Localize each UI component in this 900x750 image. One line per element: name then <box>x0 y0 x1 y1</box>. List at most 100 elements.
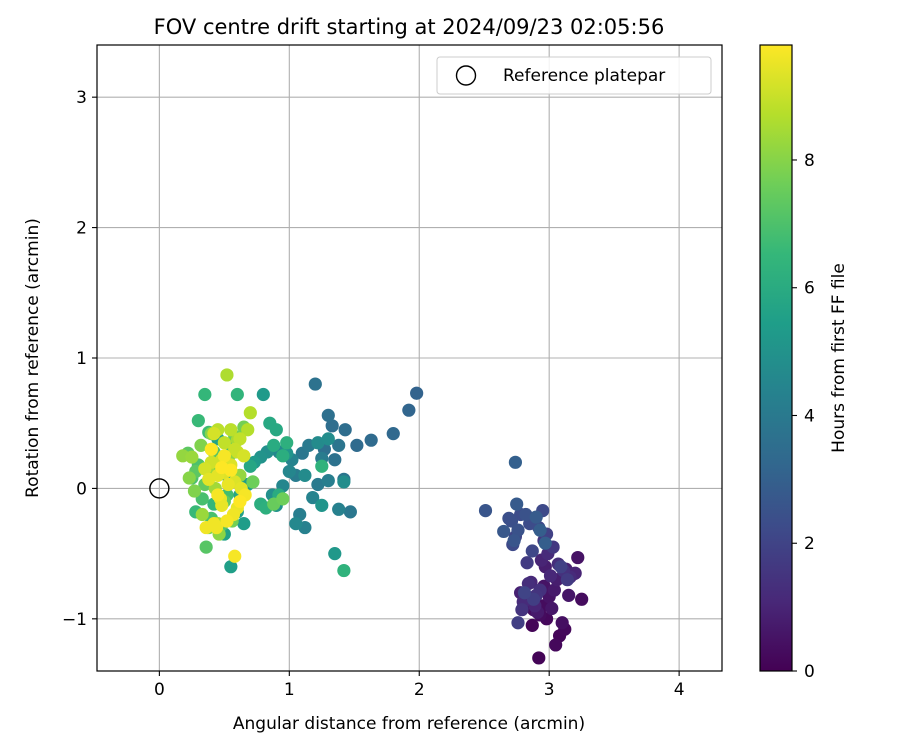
data-point <box>502 511 516 526</box>
data-point <box>241 423 255 437</box>
data-point <box>233 494 247 509</box>
x-tick-label: 0 <box>154 680 165 700</box>
data-point <box>215 460 229 475</box>
colorbar-bar <box>759 44 793 672</box>
data-point <box>199 520 213 535</box>
data-point <box>560 573 574 587</box>
data-point <box>199 540 213 554</box>
data-point <box>328 453 342 467</box>
data-point <box>549 638 563 652</box>
data-point <box>526 592 541 606</box>
data-point <box>321 408 335 422</box>
data-point <box>298 468 312 482</box>
data-point <box>507 533 521 548</box>
data-point <box>525 544 539 558</box>
y-axis-ticks: −1 0 1 2 3 <box>62 88 97 630</box>
data-point <box>562 588 576 602</box>
y-tick-label: 1 <box>76 349 87 369</box>
data-point <box>571 550 585 565</box>
data-point <box>280 436 294 450</box>
x-tick-label: 3 <box>544 680 555 700</box>
data-point <box>311 477 325 492</box>
data-point <box>510 497 524 511</box>
data-point <box>538 536 552 550</box>
data-point <box>511 616 525 630</box>
data-point <box>211 488 225 502</box>
data-point <box>224 560 238 574</box>
data-point <box>337 475 351 489</box>
x-tick-label: 1 <box>284 680 295 700</box>
legend-marker-icon <box>455 65 477 86</box>
data-point <box>410 386 424 400</box>
data-point <box>204 442 218 456</box>
data-point <box>350 438 364 452</box>
data-point <box>532 651 546 665</box>
data-point <box>545 601 559 616</box>
data-point <box>187 484 202 498</box>
data-point <box>191 414 205 428</box>
data-point <box>332 438 346 452</box>
data-point <box>276 449 290 463</box>
data-point <box>517 586 532 600</box>
data-point <box>194 438 208 452</box>
data-point <box>228 549 242 563</box>
x-tick-label: 2 <box>414 680 425 700</box>
colorbar-tick-label: 0 <box>804 662 815 682</box>
data-point <box>233 432 247 446</box>
legend-box <box>436 56 712 95</box>
colorbar-ticks: 0 2 4 6 8 <box>792 151 815 682</box>
colorbar-label: Hours from first FF file <box>829 263 849 453</box>
data-point <box>267 438 281 452</box>
data-point <box>230 387 244 402</box>
data-point <box>554 560 568 574</box>
y-tick-label: −1 <box>62 610 87 630</box>
data-point <box>282 464 296 479</box>
data-point <box>529 510 543 524</box>
data-point <box>237 517 251 531</box>
data-point <box>315 498 329 512</box>
data-point <box>555 616 569 630</box>
data-point <box>321 473 335 488</box>
colorbar-tick-label: 8 <box>804 151 815 171</box>
data-point <box>520 556 534 570</box>
data-point <box>195 507 209 522</box>
data-point <box>198 387 212 402</box>
data-point <box>575 592 589 606</box>
data-point <box>321 432 335 446</box>
data-point <box>217 436 231 450</box>
scatter-points <box>176 368 589 665</box>
data-point <box>543 569 558 583</box>
data-point <box>243 406 257 420</box>
data-point <box>207 427 221 441</box>
data-point <box>332 502 346 516</box>
chart-title: FOV centre drift starting at 2024/09/23 … <box>154 15 665 39</box>
data-point <box>386 427 400 441</box>
legend-label: Reference platepar <box>503 66 665 86</box>
colorbar-tick-label: 6 <box>804 279 815 299</box>
data-point <box>202 472 216 486</box>
y-tick-label: 2 <box>76 219 87 239</box>
data-point <box>508 455 522 469</box>
data-point <box>338 423 352 437</box>
y-tick-label: 0 <box>76 479 87 499</box>
data-point <box>237 449 251 463</box>
data-point <box>209 520 224 535</box>
colorbar: 0 2 4 6 8 Hours from first FF file <box>759 44 849 682</box>
data-point <box>525 618 539 632</box>
data-point <box>224 423 238 437</box>
legend: Reference platepar <box>436 56 712 95</box>
data-point <box>311 436 325 450</box>
data-point <box>519 507 533 522</box>
data-point <box>306 490 320 505</box>
grid <box>97 45 722 671</box>
data-point <box>533 523 547 537</box>
data-point <box>315 459 329 473</box>
data-point <box>243 459 257 473</box>
data-point <box>547 583 561 597</box>
data-point <box>217 449 231 463</box>
data-point <box>343 505 357 519</box>
data-point <box>220 514 234 528</box>
colorbar-tick-label: 4 <box>804 406 815 426</box>
data-point <box>328 547 342 561</box>
